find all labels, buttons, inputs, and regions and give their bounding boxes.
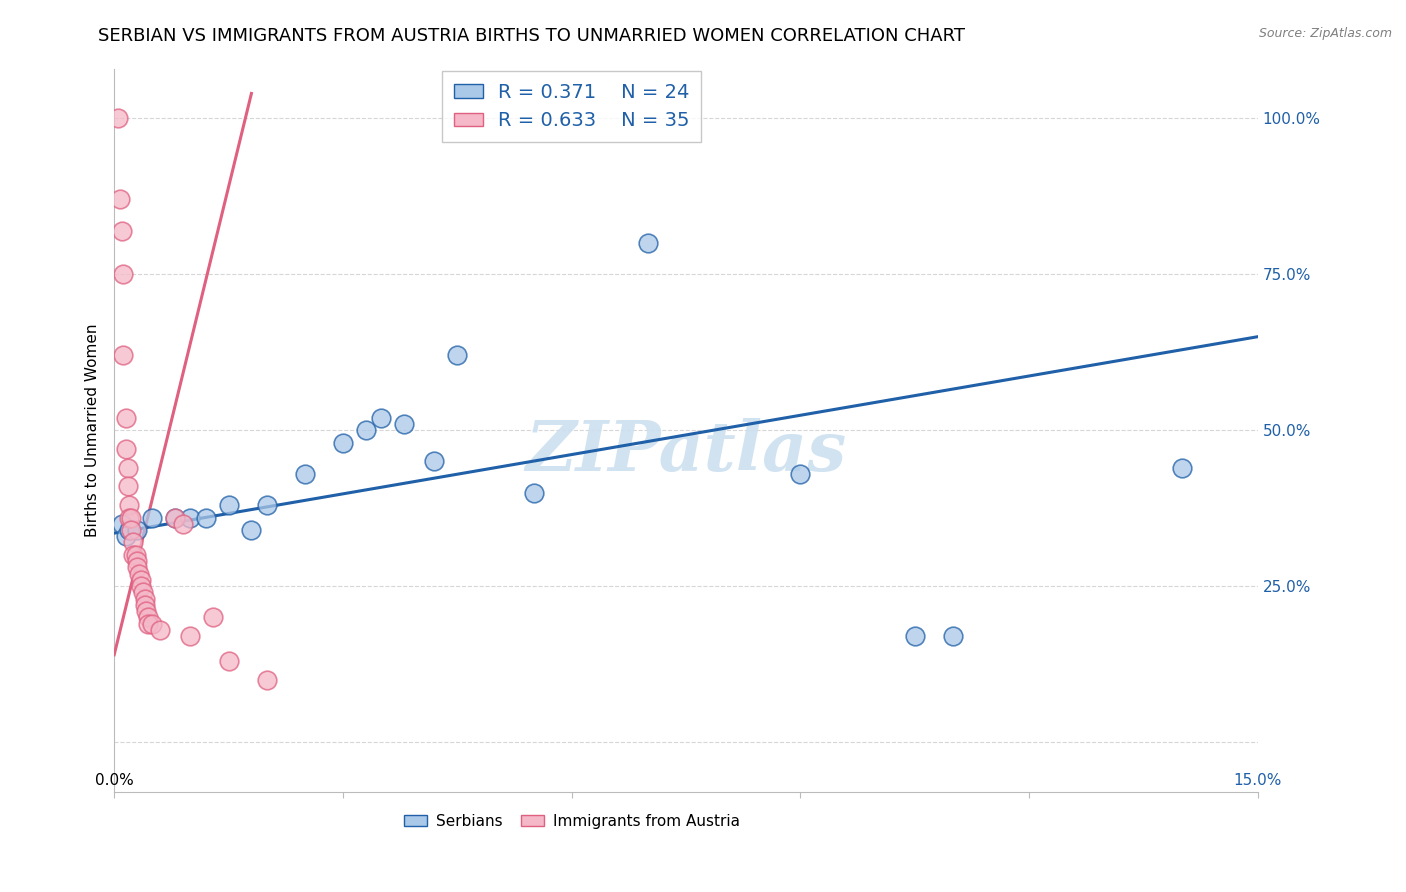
Point (129, 573, 152, 587)
Point (332, 435, 354, 450)
Point (141, 616, 163, 631)
Text: ZIPatlas: ZIPatlas (526, 418, 846, 485)
Point (107, 112, 129, 126)
Point (134, 591, 156, 606)
Point (125, 560, 148, 574)
Point (118, 523, 141, 537)
Point (111, 224, 134, 238)
Point (135, 604, 157, 618)
Point (132, 585, 155, 599)
Point (138, 616, 160, 631)
Point (110, 193, 132, 207)
Point (117, 460, 139, 475)
Point (138, 610, 160, 624)
Point (125, 554, 148, 568)
Point (112, 348, 135, 362)
Point (112, 268, 135, 282)
Point (129, 579, 152, 593)
Point (194, 510, 217, 524)
Text: 0.0%: 0.0% (94, 772, 134, 788)
Point (120, 510, 142, 524)
Point (392, 417, 415, 431)
Text: SERBIAN VS IMMIGRANTS FROM AUSTRIA BIRTHS TO UNMARRIED WOMEN CORRELATION CHART: SERBIAN VS IMMIGRANTS FROM AUSTRIA BIRTH… (98, 27, 966, 45)
Text: Source: ZipAtlas.com: Source: ZipAtlas.com (1258, 27, 1392, 40)
Point (134, 598, 156, 612)
Point (942, 629, 965, 643)
Point (179, 629, 201, 643)
Point (114, 529, 136, 543)
Point (370, 410, 392, 425)
Point (149, 623, 172, 637)
Text: 15.0%: 15.0% (1233, 772, 1282, 788)
Point (118, 498, 141, 512)
Point (218, 654, 240, 668)
Point (294, 467, 316, 481)
Point (522, 485, 544, 500)
Point (122, 535, 145, 549)
Point (114, 410, 136, 425)
Point (256, 498, 278, 512)
Point (165, 510, 187, 524)
Point (789, 467, 811, 481)
Point (128, 566, 150, 581)
Point (172, 516, 194, 531)
Point (122, 548, 145, 562)
Point (165, 510, 187, 524)
Point (218, 498, 240, 512)
Point (240, 523, 263, 537)
Point (202, 610, 225, 624)
Point (446, 348, 468, 362)
Point (117, 479, 139, 493)
Point (120, 523, 142, 537)
Point (423, 454, 446, 468)
Legend: Serbians, Immigrants from Austria: Serbians, Immigrants from Austria (398, 808, 745, 835)
Point (256, 673, 278, 687)
Point (637, 236, 659, 251)
Point (1170, 460, 1192, 475)
Point (141, 510, 163, 524)
Point (904, 629, 927, 643)
Point (118, 510, 141, 524)
Point (179, 510, 201, 524)
Point (354, 423, 377, 437)
Point (124, 548, 146, 562)
Y-axis label: Births to Unmarried Women: Births to Unmarried Women (86, 324, 100, 537)
Point (111, 516, 134, 531)
Point (114, 442, 136, 456)
Point (125, 523, 148, 537)
